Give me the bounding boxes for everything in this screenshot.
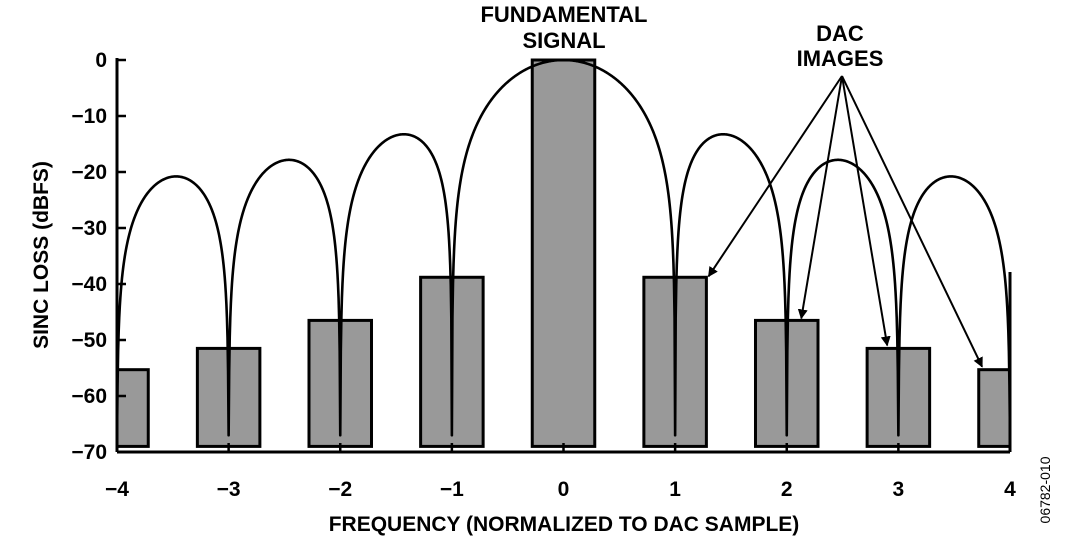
fundamental-label-line1: FUNDAMENTAL [480, 2, 647, 27]
image-arrows [707, 75, 983, 368]
x-tick-label-7: 3 [893, 478, 905, 501]
y-tick-label-2: −20 [71, 161, 107, 184]
axes-layer [115, 58, 1012, 454]
x-tick-label-6: 2 [781, 478, 793, 501]
bars-layer [115, 58, 1012, 448]
y-tick-label-0: 0 [95, 49, 107, 72]
dac-images-label-line1: DAC [816, 21, 864, 46]
dac-images-label-line2: IMAGES [797, 46, 884, 71]
x-tick-label-3: −1 [440, 478, 464, 501]
y-tick-label-1: −10 [71, 105, 107, 128]
x-axis-title: FREQUENCY (NORMALIZED TO DAC SAMPLE) [329, 513, 800, 536]
bar-4 [530, 58, 597, 448]
bar-0 [115, 368, 150, 448]
image-arrow-1 [797, 75, 843, 320]
fundamental-label-line2: SIGNAL [522, 28, 605, 53]
image-arrow-3 [841, 75, 983, 368]
y-tick-label-3: −30 [71, 217, 107, 240]
y-axis-title: SINC LOSS (dBFS) [30, 161, 53, 349]
y-tick-label-4: −40 [71, 273, 107, 296]
x-tick-label-4: 0 [558, 478, 570, 501]
y-tick-label-6: −60 [71, 385, 107, 408]
y-tick-label-5: −50 [71, 329, 107, 352]
bar-8 [977, 368, 1012, 448]
x-tick-label-2: −2 [328, 478, 352, 501]
x-tick-label-0: −4 [105, 478, 129, 501]
y-tick-label-7: −70 [71, 441, 107, 464]
x-tick-label-1: −3 [217, 478, 241, 501]
tick-labels: 0−10−20−30−40−50−60−70−4 −3 −2 −1 0 1 2 3 4 [71, 49, 1016, 501]
x-tick-label-8: 4 [1004, 478, 1016, 501]
figure-code: 06782-010 [1037, 456, 1053, 523]
image-arrow-2 [841, 75, 891, 347]
sinc-curve [115, 58, 1012, 437]
sinc-curve-layer [115, 58, 1012, 437]
x-tick-label-5: 1 [669, 478, 681, 501]
image-arrow-0 [707, 75, 843, 278]
